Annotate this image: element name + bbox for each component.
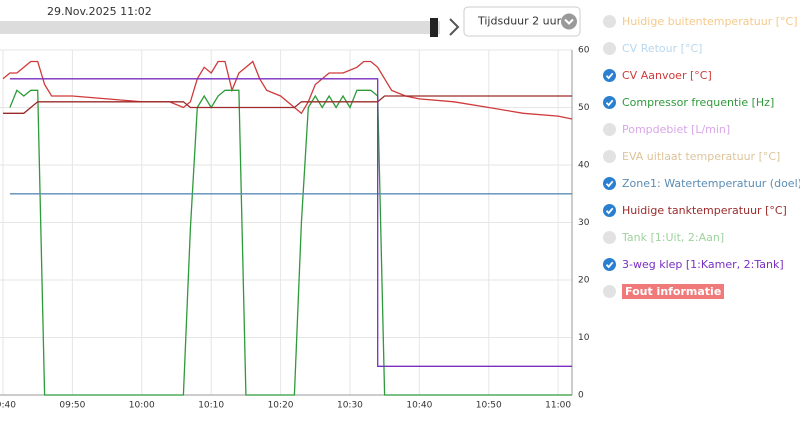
y-tick-label: 20 <box>578 276 590 286</box>
legend-label: CV Aanvoer [°C] <box>622 69 712 82</box>
legend-item[interactable]: CV Retour [°C] <box>600 35 800 62</box>
legend-checkbox[interactable] <box>603 15 616 28</box>
timestamp: 29.Nov.2025 11:02 <box>47 5 152 18</box>
x-tick-label: 10:20 <box>268 401 294 411</box>
x-tick-label: 09:40 <box>0 401 16 411</box>
legend-checkbox[interactable] <box>603 42 616 55</box>
chart: 29.Nov.2025 11:02 Tijdsduur 2 uur 0 10 20 3… <box>0 5 590 411</box>
legend-label: 3-weg klep [1:Kamer, 2:Tank] <box>622 258 784 271</box>
legend-checkbox[interactable] <box>603 150 616 163</box>
y-tick-label: 40 <box>578 161 590 171</box>
legend-checkbox[interactable] <box>603 231 616 244</box>
check-icon <box>605 261 614 269</box>
legend-label: EVA uitlaat temperatuur [°C] <box>622 150 781 163</box>
x-tick-label: 10:50 <box>476 401 502 411</box>
legend-label: Pompdebiet [L/min] <box>622 123 731 136</box>
legend-checkbox[interactable] <box>603 177 616 190</box>
legend-label: CV Retour [°C] <box>622 42 703 55</box>
legend-item[interactable]: Huidige tanktemperatuur [°C] <box>600 197 800 224</box>
legend-item[interactable]: Pompdebiet [L/min] <box>600 116 800 143</box>
y-tick-label: 50 <box>578 103 590 113</box>
legend-label: Fout informatie <box>622 284 725 299</box>
x-tick-label: 10:40 <box>406 401 432 411</box>
series-line <box>3 95 572 114</box>
y-tick-label: 10 <box>578 333 590 343</box>
check-icon <box>605 72 614 80</box>
legend-item[interactable]: Huidige buitentemperatuur [°C] <box>600 8 800 35</box>
y-tick-label: 0 <box>578 391 584 401</box>
legend-item[interactable]: Tank [1:Uit, 2:Aan] <box>600 224 800 251</box>
legend-item[interactable]: 3-weg klep [1:Kamer, 2:Tank] <box>600 251 800 278</box>
legend-item[interactable]: Compressor frequentie [Hz] <box>600 89 800 116</box>
series-line <box>9 89 572 396</box>
legend-checkbox[interactable] <box>603 96 616 109</box>
x-tick-label: 11:00 <box>545 401 571 411</box>
x-tick-label: 10:10 <box>198 401 224 411</box>
legend-checkbox[interactable] <box>603 69 616 82</box>
duration-select[interactable]: Tijdsduur 2 uur <box>463 6 581 37</box>
y-tick-label: 60 <box>578 46 590 56</box>
legend-label: Huidige buitentemperatuur [°C] <box>622 15 798 28</box>
series-line <box>9 78 572 367</box>
duration-label: Tijdsduur 2 uur <box>477 15 562 28</box>
legend-label: Tank [1:Uit, 2:Aan] <box>622 231 725 244</box>
legend-label: Zone1: Watertemperatuur (doel) [°C] <box>622 177 800 190</box>
check-icon <box>605 207 614 215</box>
slider-handle[interactable] <box>430 18 438 37</box>
legend-checkbox[interactable] <box>603 285 616 298</box>
x-tick-label: 09:50 <box>59 401 85 411</box>
legend-checkbox[interactable] <box>603 258 616 271</box>
legend-item[interactable]: EVA uitlaat temperatuur [°C] <box>600 143 800 170</box>
x-tick-label: 10:30 <box>337 401 363 411</box>
legend: Huidige buitentemperatuur [°C] CV Retour … <box>600 8 800 305</box>
legend-checkbox[interactable] <box>603 123 616 136</box>
x-tick-label: 10:00 <box>129 401 155 411</box>
legend-checkbox[interactable] <box>603 204 616 217</box>
series-line <box>2 60 573 120</box>
next-arrow[interactable] <box>449 18 460 36</box>
legend-label: Compressor frequentie [Hz] <box>622 96 775 109</box>
legend-item[interactable]: Fout informatie <box>600 278 800 305</box>
y-tick-label: 30 <box>578 218 590 228</box>
legend-label: Huidige tanktemperatuur [°C] <box>622 204 787 217</box>
time-slider[interactable] <box>0 21 440 34</box>
legend-item[interactable]: Zone1: Watertemperatuur (doel) [°C] <box>600 170 800 197</box>
check-icon <box>605 99 614 107</box>
legend-item[interactable]: CV Aanvoer [°C] <box>600 62 800 89</box>
check-icon <box>605 180 614 188</box>
